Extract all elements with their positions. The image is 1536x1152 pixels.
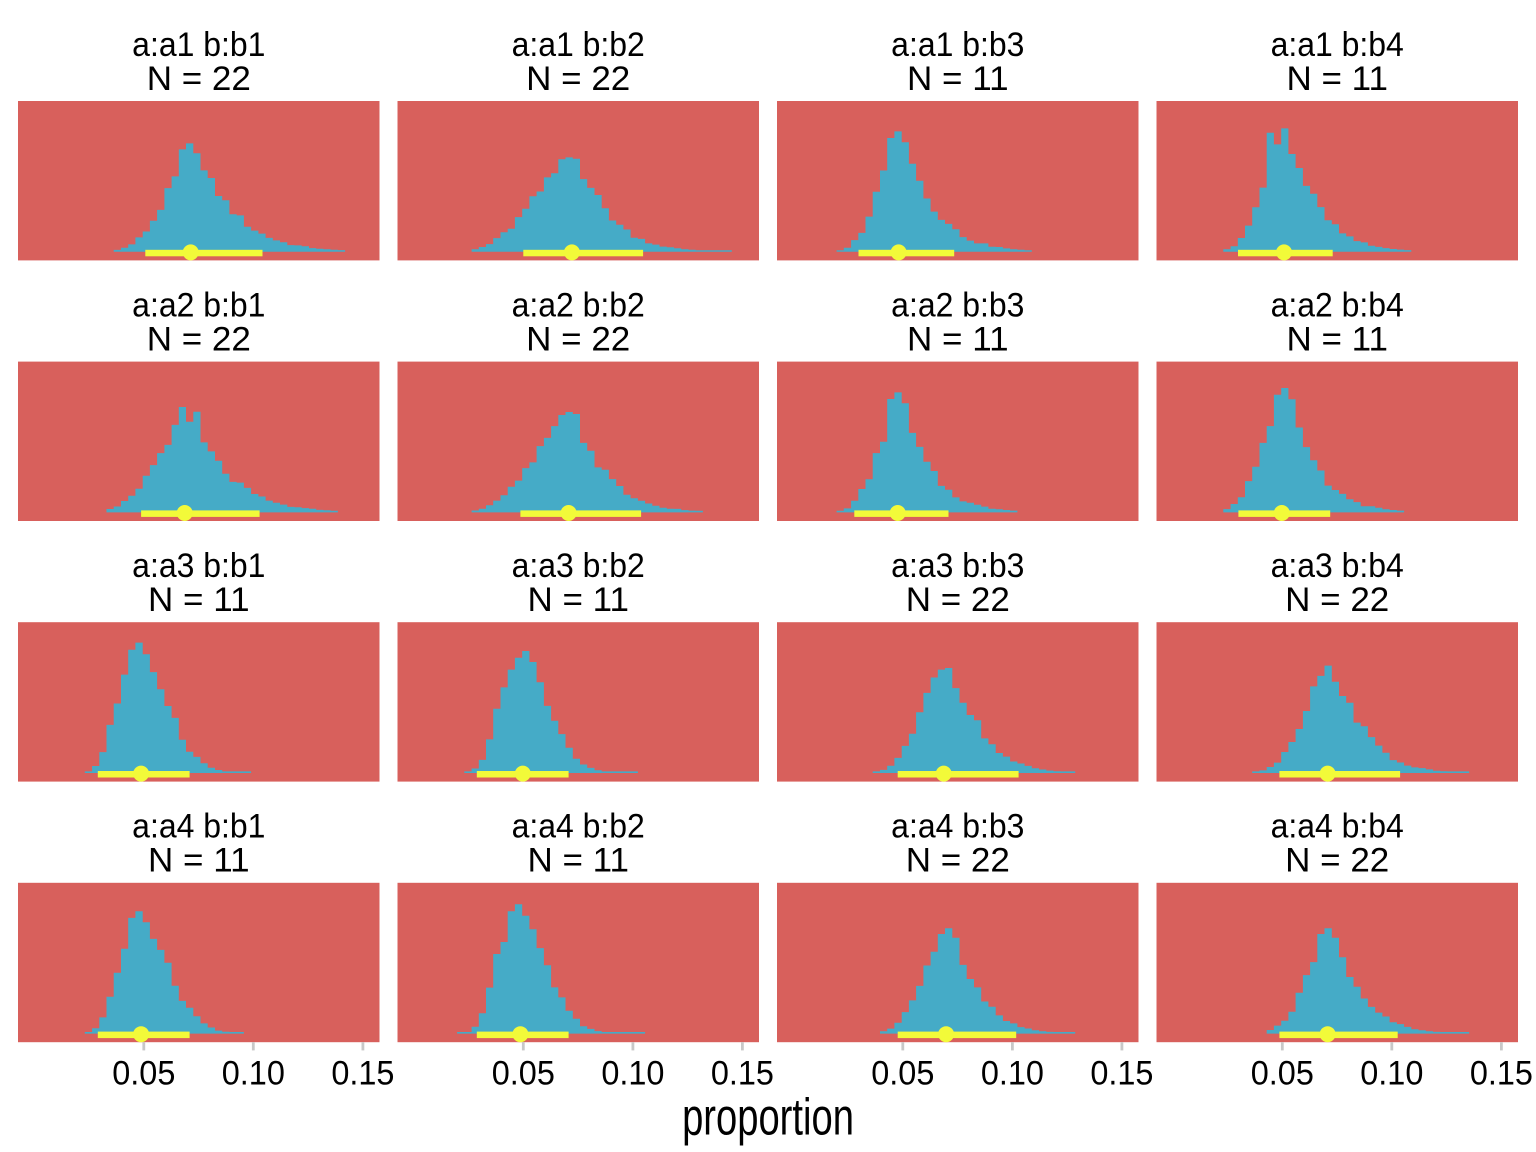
- svg-text:0.05: 0.05: [1251, 1054, 1314, 1092]
- svg-text:N = 11: N = 11: [1286, 60, 1388, 97]
- svg-text:a:a2 b:b4: a:a2 b:b4: [1271, 285, 1404, 323]
- svg-text:a:a1 b:b3: a:a1 b:b3: [891, 25, 1024, 63]
- svg-text:N = 11: N = 11: [1286, 321, 1388, 358]
- svg-text:a:a1 b:b1: a:a1 b:b1: [132, 25, 265, 63]
- svg-text:N = 22: N = 22: [147, 321, 251, 358]
- svg-text:0.10: 0.10: [981, 1054, 1044, 1092]
- svg-text:0.15: 0.15: [331, 1054, 394, 1092]
- svg-text:N = 22: N = 22: [1285, 581, 1389, 618]
- svg-text:a:a1 b:b4: a:a1 b:b4: [1271, 25, 1404, 63]
- svg-text:N = 22: N = 22: [526, 321, 630, 358]
- svg-text:a:a1 b:b2: a:a1 b:b2: [512, 25, 645, 63]
- svg-text:N = 11: N = 11: [148, 842, 250, 879]
- svg-text:a:a4 b:b4: a:a4 b:b4: [1271, 807, 1404, 845]
- svg-text:0.10: 0.10: [222, 1054, 285, 1092]
- svg-text:a:a4 b:b1: a:a4 b:b1: [132, 807, 265, 845]
- svg-text:a:a3 b:b2: a:a3 b:b2: [512, 546, 645, 584]
- svg-text:N = 22: N = 22: [1285, 842, 1389, 879]
- svg-text:proportion: proportion: [682, 1088, 854, 1146]
- svg-text:N = 22: N = 22: [906, 581, 1010, 618]
- svg-text:a:a4 b:b2: a:a4 b:b2: [512, 807, 645, 845]
- svg-text:a:a3 b:b4: a:a3 b:b4: [1271, 546, 1404, 584]
- svg-text:N = 22: N = 22: [147, 60, 251, 97]
- svg-text:0.05: 0.05: [112, 1054, 175, 1092]
- svg-text:0.05: 0.05: [492, 1054, 555, 1092]
- svg-text:N = 11: N = 11: [148, 581, 250, 618]
- svg-text:a:a3 b:b3: a:a3 b:b3: [891, 546, 1024, 584]
- svg-text:a:a3 b:b1: a:a3 b:b1: [132, 546, 265, 584]
- svg-text:a:a4 b:b3: a:a4 b:b3: [891, 807, 1024, 845]
- svg-text:0.15: 0.15: [711, 1054, 774, 1092]
- svg-text:N = 11: N = 11: [527, 842, 629, 879]
- svg-text:a:a2 b:b3: a:a2 b:b3: [891, 285, 1024, 323]
- svg-text:N = 11: N = 11: [907, 321, 1009, 358]
- svg-text:N = 11: N = 11: [907, 60, 1009, 97]
- svg-text:0.15: 0.15: [1470, 1054, 1533, 1092]
- svg-text:0.05: 0.05: [871, 1054, 934, 1092]
- svg-text:0.10: 0.10: [1360, 1054, 1423, 1092]
- svg-text:a:a2 b:b2: a:a2 b:b2: [512, 285, 645, 323]
- svg-text:N = 22: N = 22: [906, 842, 1010, 879]
- svg-text:a:a2 b:b1: a:a2 b:b1: [132, 285, 265, 323]
- svg-text:0.15: 0.15: [1090, 1054, 1153, 1092]
- svg-text:N = 11: N = 11: [527, 581, 629, 618]
- svg-text:0.10: 0.10: [601, 1054, 664, 1092]
- svg-text:N = 22: N = 22: [526, 60, 630, 97]
